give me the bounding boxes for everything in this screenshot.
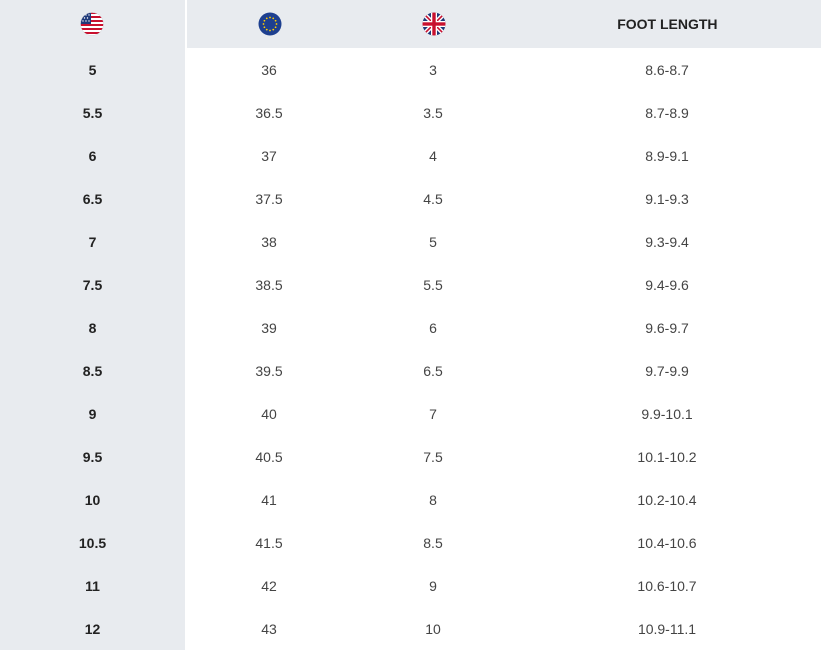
uk-flag-icon xyxy=(422,12,446,36)
foot-length-cell: 8.9-9.1 xyxy=(645,147,689,164)
eu-size-cell: 43 xyxy=(261,620,277,637)
eu-size-cell: 39 xyxy=(261,319,277,336)
foot-length-cell: 9.1-9.3 xyxy=(645,190,689,207)
us-size-cell: 5 xyxy=(0,48,185,91)
table-row: 10.5 41.5 8.5 10.4-10.6 xyxy=(0,521,821,564)
table-body: 5 36 3 8.6-8.7 5.5 36.5 3.5 8.7-8.9 6 37 4 8.9-9.1 6… xyxy=(0,48,821,650)
table-row: 9 40 7 9.9-10.1 xyxy=(0,392,821,435)
eu-size-cell: 41.5 xyxy=(255,534,283,551)
us-size-cell: 10.5 xyxy=(0,521,185,564)
us-size-cell: 8 xyxy=(0,306,185,349)
eu-size-cell: 38 xyxy=(261,233,277,250)
uk-size-cell: 4 xyxy=(429,147,437,164)
foot-length-cell: 8.6-8.7 xyxy=(645,61,689,78)
column-header-foot-length: FOOT LENGTH xyxy=(513,0,821,48)
eu-size-cell: 38.5 xyxy=(255,276,283,293)
foot-length-cell: 8.7-8.9 xyxy=(645,104,689,121)
eu-size-cell: 36 xyxy=(261,61,277,78)
eu-flag-icon xyxy=(258,12,282,36)
foot-length-cell: 10.9-11.1 xyxy=(637,620,697,637)
eu-size-cell: 39.5 xyxy=(255,362,283,379)
table-row: 8 39 6 9.6-9.7 xyxy=(0,306,821,349)
uk-size-cell: 8 xyxy=(429,491,437,508)
us-size-cell: 9 xyxy=(0,392,185,435)
eu-size-cell: 37.5 xyxy=(255,190,283,207)
eu-size-cell: 41 xyxy=(261,491,277,508)
column-header-eu xyxy=(186,0,355,48)
table-row: 7.5 38.5 5.5 9.4-9.6 xyxy=(0,263,821,306)
uk-size-cell: 6 xyxy=(429,319,437,336)
us-size-cell: 5.5 xyxy=(0,91,185,134)
us-size-cell: 6.5 xyxy=(0,177,185,220)
uk-size-cell: 5 xyxy=(429,233,437,250)
us-size-cell: 6 xyxy=(0,134,185,177)
us-size-cell: 8.5 xyxy=(0,349,185,392)
uk-size-cell: 9 xyxy=(429,577,437,594)
eu-size-cell: 42 xyxy=(261,577,277,594)
eu-size-cell: 40.5 xyxy=(255,448,283,465)
table-row: 9.5 40.5 7.5 10.1-10.2 xyxy=(0,435,821,478)
eu-size-cell: 40 xyxy=(261,405,277,422)
foot-length-cell: 10.1-10.2 xyxy=(637,448,697,465)
uk-size-cell: 7 xyxy=(429,405,437,422)
uk-size-cell: 8.5 xyxy=(423,534,443,551)
eu-size-cell: 37 xyxy=(261,147,277,164)
foot-length-cell: 9.3-9.4 xyxy=(645,233,689,250)
us-size-cell: 7.5 xyxy=(0,263,185,306)
table-row: 8.5 39.5 6.5 9.7-9.9 xyxy=(0,349,821,392)
column-header-us xyxy=(0,0,187,48)
table-row: 7 38 5 9.3-9.4 xyxy=(0,220,821,263)
table-header-row: FOOT LENGTH xyxy=(0,0,821,48)
table-row: 5 36 3 8.6-8.7 xyxy=(0,48,821,91)
uk-size-cell: 3.5 xyxy=(423,104,443,121)
table-row: 6.5 37.5 4.5 9.1-9.3 xyxy=(0,177,821,220)
table-row: 5.5 36.5 3.5 8.7-8.9 xyxy=(0,91,821,134)
foot-length-cell: 9.6-9.7 xyxy=(645,319,689,336)
foot-length-cell: 9.4-9.6 xyxy=(645,276,689,293)
table-row: 11 42 9 10.6-10.7 xyxy=(0,564,821,607)
column-header-uk xyxy=(354,0,514,48)
uk-size-cell: 4.5 xyxy=(423,190,443,207)
table-row: 6 37 4 8.9-9.1 xyxy=(0,134,821,177)
us-size-cell: 12 xyxy=(0,607,185,650)
us-flag-icon xyxy=(80,12,105,36)
us-size-cell: 7 xyxy=(0,220,185,263)
uk-size-cell: 5.5 xyxy=(423,276,443,293)
table-row: 12 43 10 10.9-11.1 xyxy=(0,607,821,650)
us-size-cell: 11 xyxy=(0,564,185,607)
us-size-cell: 10 xyxy=(0,478,185,521)
uk-size-cell: 3 xyxy=(429,61,437,78)
uk-size-cell: 7.5 xyxy=(423,448,443,465)
uk-size-cell: 10 xyxy=(425,620,441,637)
foot-length-cell: 10.4-10.6 xyxy=(637,534,697,551)
uk-size-cell: 6.5 xyxy=(423,362,443,379)
foot-length-cell: 10.2-10.4 xyxy=(637,491,697,508)
eu-size-cell: 36.5 xyxy=(255,104,283,121)
us-size-cell: 9.5 xyxy=(0,435,185,478)
foot-length-cell: 9.7-9.9 xyxy=(645,362,689,379)
foot-length-cell: 10.6-10.7 xyxy=(637,577,697,594)
foot-length-cell: 9.9-10.1 xyxy=(641,405,693,422)
table-row: 10 41 8 10.2-10.4 xyxy=(0,478,821,521)
